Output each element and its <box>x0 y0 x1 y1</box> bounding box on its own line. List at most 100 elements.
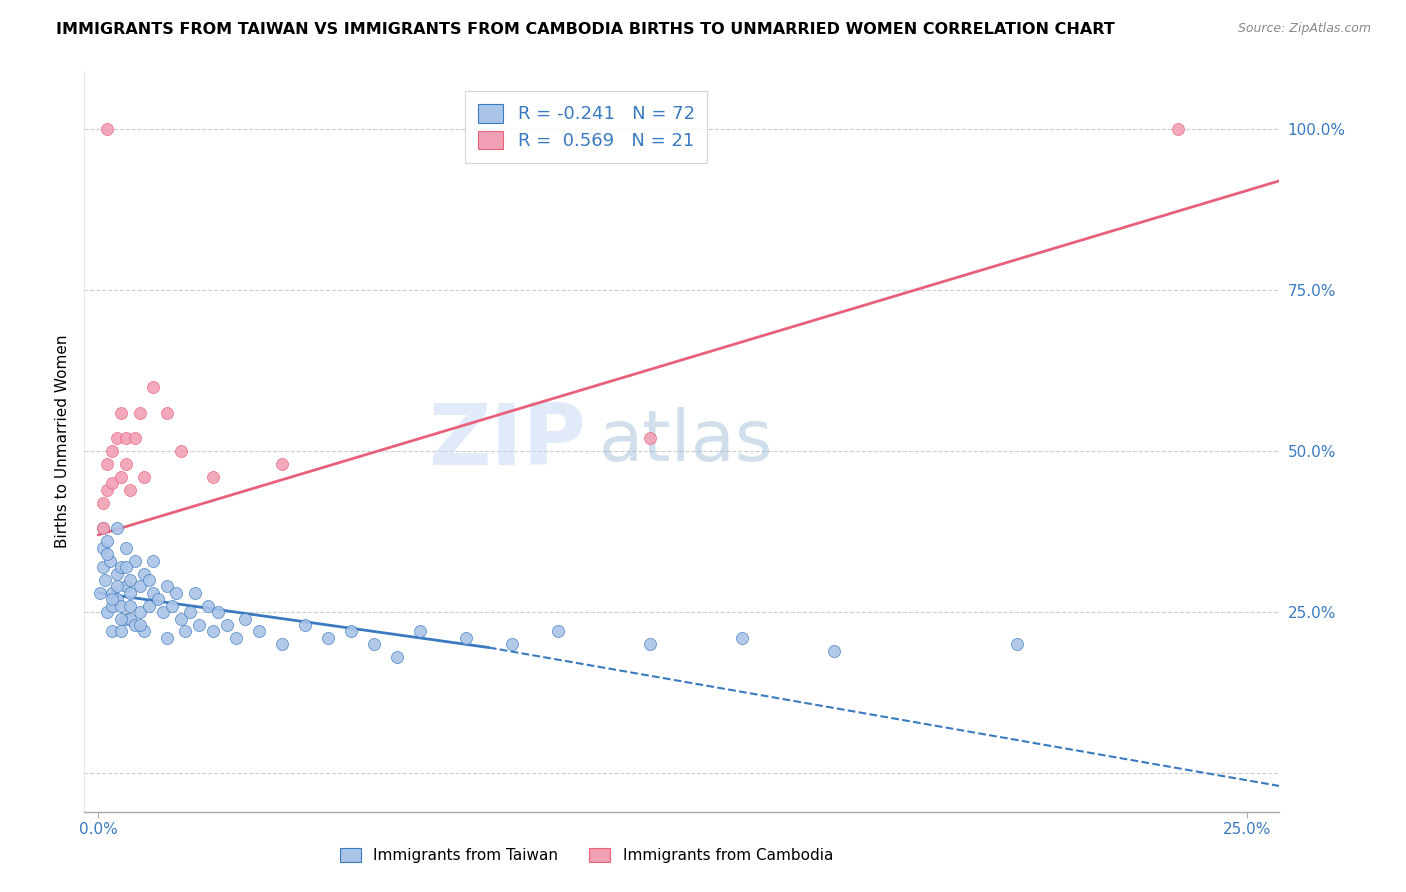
Text: IMMIGRANTS FROM TAIWAN VS IMMIGRANTS FROM CAMBODIA BIRTHS TO UNMARRIED WOMEN COR: IMMIGRANTS FROM TAIWAN VS IMMIGRANTS FRO… <box>56 22 1115 37</box>
Point <box>105 431 128 445</box>
Point <box>156 579 179 593</box>
Point <box>316 631 339 645</box>
Point <box>215 618 238 632</box>
Point <box>197 599 219 613</box>
Point <box>96 483 118 497</box>
Point <box>202 470 225 484</box>
Point <box>731 631 754 645</box>
Point <box>96 605 118 619</box>
Point <box>179 605 201 619</box>
Point <box>294 618 316 632</box>
Point <box>132 566 156 581</box>
Point <box>454 631 477 645</box>
Point <box>120 599 142 613</box>
Point <box>385 650 408 665</box>
Point <box>363 637 385 651</box>
Point <box>101 624 124 639</box>
Point <box>101 444 124 458</box>
Point <box>110 406 132 420</box>
Point <box>91 560 114 574</box>
Point <box>823 644 845 658</box>
Point <box>114 457 136 471</box>
Point <box>110 560 132 574</box>
Point <box>165 586 187 600</box>
Point <box>142 586 165 600</box>
Point <box>120 483 142 497</box>
Point <box>174 624 197 639</box>
Point <box>114 541 136 555</box>
Point <box>91 521 114 535</box>
Point <box>114 560 136 574</box>
Point <box>128 618 150 632</box>
Point <box>170 611 193 625</box>
Point <box>120 586 142 600</box>
Point <box>105 592 128 607</box>
Point <box>156 406 179 420</box>
Text: atlas: atlas <box>599 407 773 476</box>
Point <box>114 611 136 625</box>
Y-axis label: Births to Unmarried Women: Births to Unmarried Women <box>55 334 70 549</box>
Point <box>271 457 294 471</box>
Point <box>98 554 121 568</box>
Point <box>152 605 174 619</box>
Point <box>170 444 193 458</box>
Point <box>91 521 114 535</box>
Point <box>96 534 118 549</box>
Point <box>142 380 165 394</box>
Point <box>156 631 179 645</box>
Point <box>638 637 661 651</box>
Point <box>233 611 256 625</box>
Point <box>101 599 124 613</box>
Point <box>91 541 114 555</box>
Point <box>101 586 124 600</box>
Point <box>120 573 142 587</box>
Point <box>105 579 128 593</box>
Point <box>124 431 146 445</box>
Point <box>1007 637 1029 651</box>
Point <box>110 599 132 613</box>
Point <box>142 554 165 568</box>
Point <box>128 579 150 593</box>
Point <box>247 624 270 639</box>
Point <box>110 470 132 484</box>
Point <box>501 637 523 651</box>
Point <box>114 579 136 593</box>
Point <box>146 592 169 607</box>
Point <box>105 566 128 581</box>
Point <box>207 605 229 619</box>
Point <box>89 586 111 600</box>
Point <box>138 599 160 613</box>
Point <box>138 573 160 587</box>
Point <box>94 573 117 587</box>
Point <box>202 624 225 639</box>
Legend: Immigrants from Taiwan, Immigrants from Cambodia: Immigrants from Taiwan, Immigrants from … <box>332 840 841 871</box>
Text: ZIP: ZIP <box>429 400 586 483</box>
Point <box>96 122 118 136</box>
Point <box>96 457 118 471</box>
Point <box>101 476 124 491</box>
Point <box>120 611 142 625</box>
Point <box>271 637 294 651</box>
Point <box>101 592 124 607</box>
Point <box>105 521 128 535</box>
Point <box>409 624 432 639</box>
Point <box>340 624 363 639</box>
Point <box>110 624 132 639</box>
Point <box>547 624 569 639</box>
Point <box>160 599 183 613</box>
Point <box>132 470 156 484</box>
Point <box>183 586 205 600</box>
Point <box>128 605 150 619</box>
Point <box>110 611 132 625</box>
Point <box>124 554 146 568</box>
Point <box>91 496 114 510</box>
Point <box>124 618 146 632</box>
Point <box>132 624 156 639</box>
Point <box>1167 122 1189 136</box>
Point <box>96 547 118 561</box>
Point <box>114 431 136 445</box>
Point <box>638 431 661 445</box>
Point <box>188 618 211 632</box>
Point <box>128 406 150 420</box>
Text: Source: ZipAtlas.com: Source: ZipAtlas.com <box>1237 22 1371 36</box>
